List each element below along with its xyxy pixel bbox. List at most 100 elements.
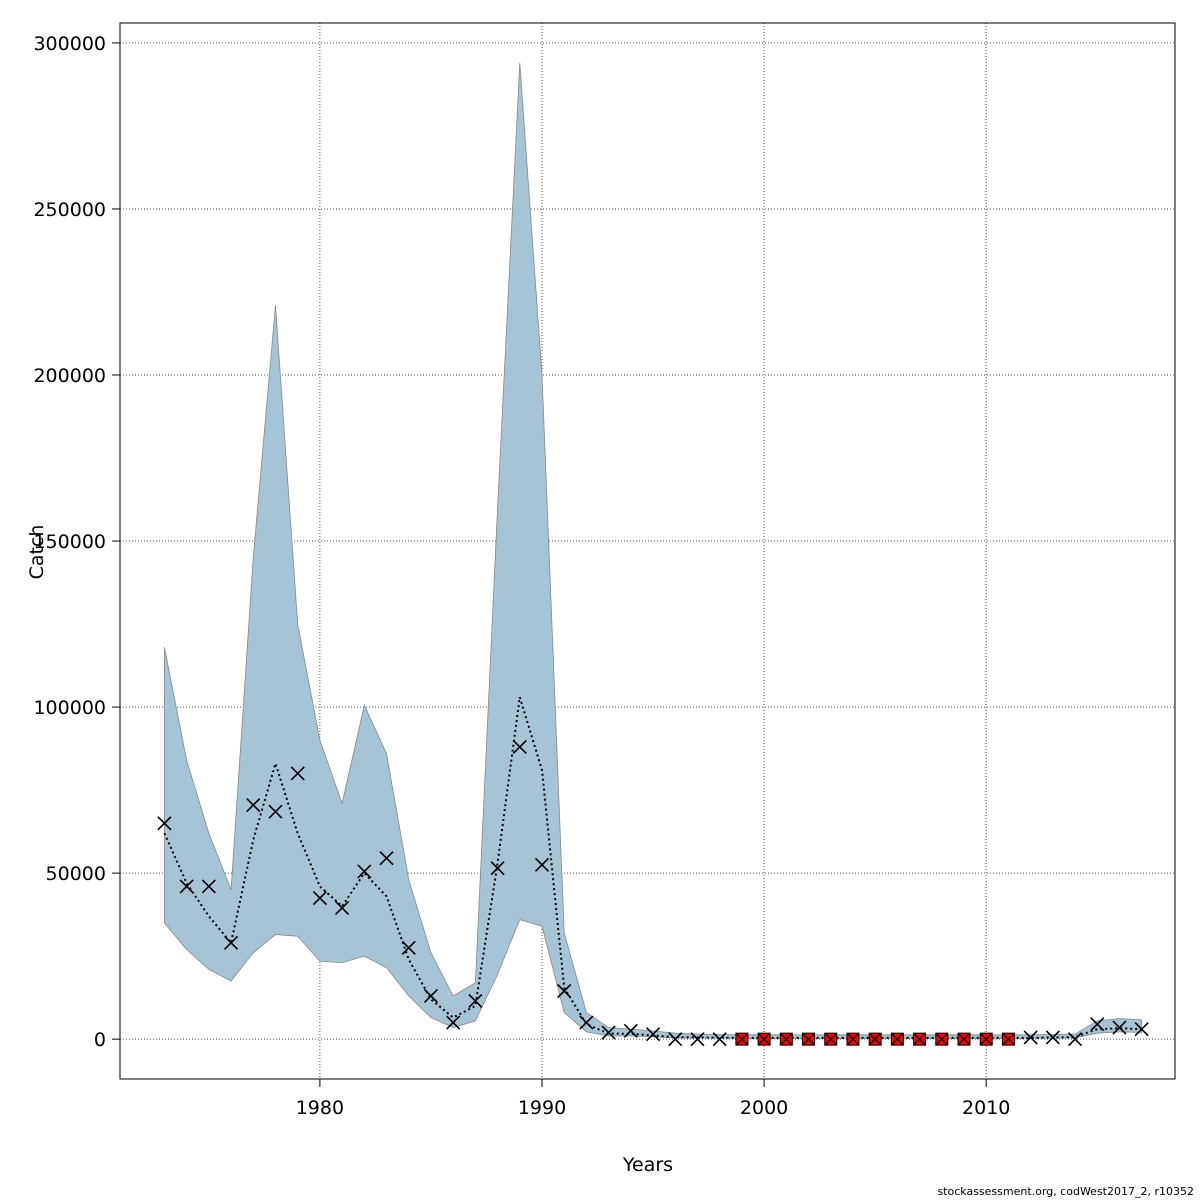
observed-point bbox=[1067, 1032, 1083, 1047]
marker-stroke bbox=[401, 940, 416, 955]
y-tick-label: 50000 bbox=[46, 863, 106, 885]
observed-point-highlight bbox=[935, 1032, 949, 1046]
observed-point bbox=[468, 993, 483, 1009]
marker-stroke bbox=[1112, 1020, 1127, 1035]
observed-point bbox=[290, 766, 305, 781]
observed-point bbox=[579, 1015, 594, 1030]
observed-point bbox=[1112, 1020, 1127, 1035]
marker-stroke bbox=[623, 1023, 638, 1038]
x-axis-label: Years bbox=[622, 1154, 673, 1176]
observed-point-highlight bbox=[913, 1032, 927, 1046]
observed-point-highlight bbox=[779, 1032, 793, 1046]
observed-points bbox=[157, 739, 1149, 1047]
observed-point-highlight bbox=[868, 1032, 882, 1046]
y-tick-label: 300000 bbox=[33, 33, 106, 55]
marker-stroke bbox=[534, 857, 550, 872]
marker-stroke bbox=[223, 935, 239, 950]
observed-point bbox=[423, 988, 439, 1004]
marker-stroke bbox=[557, 983, 572, 999]
observed-point bbox=[335, 900, 350, 916]
observed-point bbox=[157, 816, 172, 831]
y-tick-label: 100000 bbox=[33, 697, 106, 719]
observed-point bbox=[623, 1023, 638, 1038]
y-tick-label: 0 bbox=[94, 1029, 106, 1051]
marker-stroke bbox=[914, 1033, 926, 1045]
marker-stroke bbox=[1134, 1022, 1149, 1037]
marker-stroke bbox=[1067, 1032, 1083, 1047]
marker-stroke bbox=[246, 797, 261, 813]
y-tick-label: 250000 bbox=[33, 199, 106, 221]
observed-point-highlight bbox=[802, 1032, 816, 1046]
observed-point bbox=[179, 879, 194, 894]
observed-point bbox=[534, 857, 550, 872]
observed-point bbox=[1023, 1030, 1038, 1045]
marker-stroke bbox=[1002, 1033, 1014, 1045]
marker-stroke bbox=[446, 1015, 461, 1030]
marker-stroke bbox=[712, 1032, 727, 1047]
observed-point bbox=[201, 879, 216, 894]
marker-stroke bbox=[468, 993, 483, 1009]
observed-point bbox=[223, 935, 239, 950]
observed-point bbox=[357, 864, 372, 879]
marker-stroke bbox=[335, 900, 350, 916]
marker-stroke bbox=[312, 890, 327, 906]
x-tick-label: 2010 bbox=[962, 1097, 1010, 1119]
marker-stroke bbox=[958, 1033, 970, 1045]
marker-stroke bbox=[179, 879, 194, 894]
y-tick-label: 200000 bbox=[33, 365, 106, 387]
observed-point bbox=[712, 1032, 727, 1047]
y-axis-label: Catch bbox=[26, 525, 48, 580]
x-tick-label: 2000 bbox=[740, 1097, 788, 1119]
observed-point bbox=[601, 1025, 616, 1040]
observed-point-highlight bbox=[824, 1032, 838, 1046]
observed-point bbox=[1045, 1030, 1060, 1045]
marker-stroke bbox=[847, 1033, 859, 1045]
confidence-band bbox=[164, 62, 1143, 1039]
marker-stroke bbox=[1045, 1030, 1060, 1045]
y-tick-label: 150000 bbox=[33, 531, 106, 553]
marker-stroke bbox=[423, 988, 439, 1004]
observed-point-highlight bbox=[735, 1032, 749, 1046]
observed-point-highlight bbox=[957, 1032, 971, 1046]
marker-stroke bbox=[668, 1032, 683, 1047]
x-tick-label: 1980 bbox=[296, 1097, 344, 1119]
observed-point bbox=[446, 1015, 461, 1030]
observed-point bbox=[490, 861, 505, 876]
marker-stroke bbox=[579, 1015, 594, 1030]
x-tick-label: 1990 bbox=[518, 1097, 566, 1119]
marker-stroke bbox=[980, 1033, 992, 1045]
observed-point-highlight bbox=[846, 1032, 860, 1046]
observed-point bbox=[401, 940, 416, 955]
observed-point bbox=[268, 804, 283, 819]
marker-stroke bbox=[891, 1033, 903, 1045]
observed-point bbox=[246, 797, 261, 813]
marker-stroke bbox=[869, 1033, 881, 1045]
marker-stroke bbox=[825, 1033, 837, 1045]
marker-stroke bbox=[803, 1033, 815, 1045]
marker-stroke bbox=[201, 879, 216, 894]
observed-point bbox=[668, 1032, 683, 1047]
x-axis: 1980 1990 2000 2010 bbox=[296, 1079, 1010, 1119]
marker-stroke bbox=[758, 1033, 770, 1045]
marker-stroke bbox=[780, 1033, 792, 1045]
marker-stroke bbox=[357, 864, 372, 879]
observed-point bbox=[645, 1027, 661, 1042]
observed-point bbox=[312, 890, 327, 906]
marker-stroke bbox=[268, 804, 283, 819]
observed-point bbox=[557, 983, 572, 999]
marker-stroke bbox=[690, 1032, 705, 1047]
observed-point bbox=[379, 851, 394, 866]
marker-stroke bbox=[157, 816, 172, 831]
observed-point bbox=[690, 1032, 705, 1047]
marker-stroke bbox=[601, 1025, 616, 1040]
marker-stroke bbox=[290, 766, 305, 781]
marker-stroke bbox=[379, 851, 394, 866]
confidence-band-area bbox=[164, 62, 1143, 1039]
footer-credit: stockassessment.org, codWest2017_2, r103… bbox=[937, 1185, 1194, 1198]
plot-frame bbox=[119, 22, 1176, 1080]
marker-stroke bbox=[936, 1033, 948, 1045]
observed-point-highlight bbox=[979, 1032, 993, 1046]
y-axis: 0 50000 100000 150000 200000 250000 300000 bbox=[33, 33, 120, 1051]
observed-point-highlight bbox=[890, 1032, 904, 1046]
